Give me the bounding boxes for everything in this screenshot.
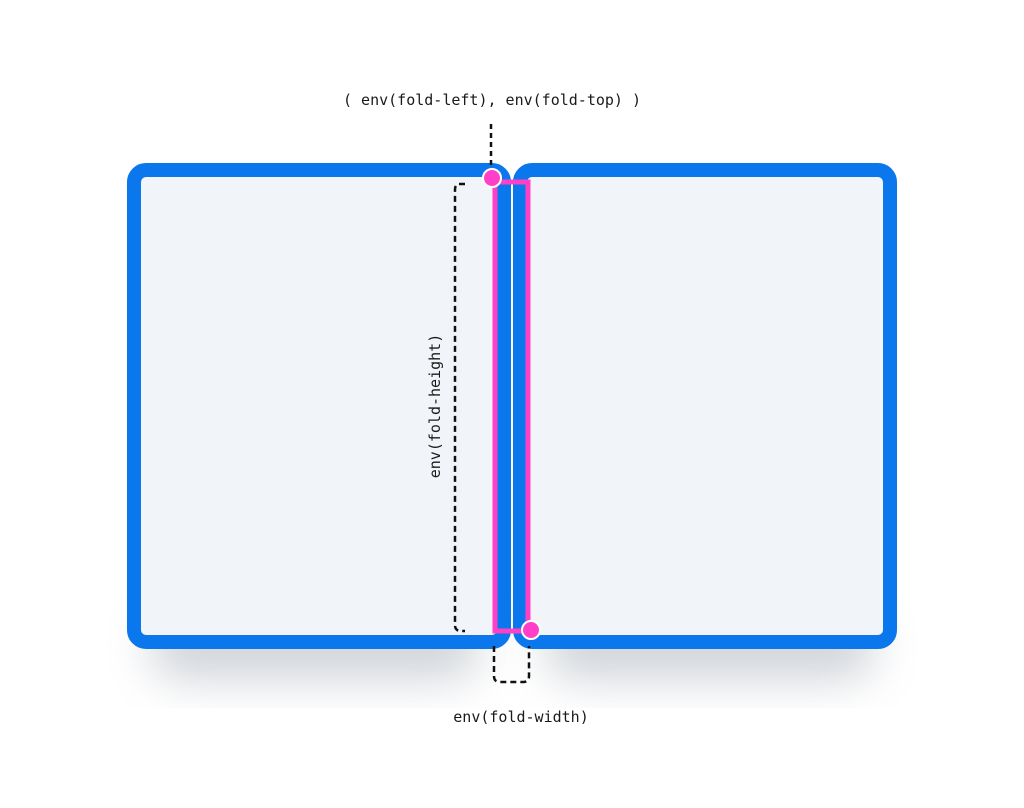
fold-origin-label: ( env(fold-left), env(fold-top) ) [343, 91, 641, 109]
fold-width-label: env(fold-width) [453, 708, 588, 726]
right-screen-panel [513, 163, 897, 649]
fold-width-bracket [492, 646, 531, 684]
fold-end-marker [521, 620, 541, 640]
left-screen-panel [127, 163, 511, 649]
fold-region-outline [492, 179, 531, 634]
fold-height-label: env(fold-height) [426, 334, 444, 479]
fold-origin-marker [482, 168, 502, 188]
fold-height-bracket [453, 182, 465, 633]
